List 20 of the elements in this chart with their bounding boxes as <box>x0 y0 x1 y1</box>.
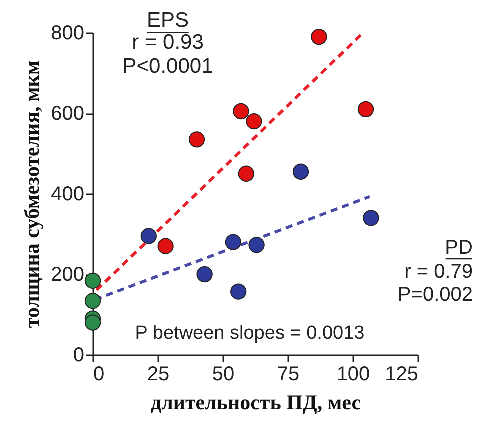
x-tick-label: 0 <box>94 364 105 386</box>
annotation: P between slopes = 0.0013 <box>135 323 365 344</box>
x-tick-label: 75 <box>277 364 300 386</box>
text: PD <box>445 237 473 259</box>
x-tick-label: 100 <box>336 364 370 386</box>
y-tick-label: 0 <box>73 344 84 366</box>
x-tick-label: 125 <box>385 364 418 386</box>
x-tick-label: 50 <box>212 364 235 386</box>
text: EPS <box>146 9 190 32</box>
annotation: r = 0.93 <box>132 31 204 54</box>
y-tick-label: 200 <box>51 264 84 286</box>
y-tick-label: 400 <box>51 184 84 206</box>
y-axis-title: толщина субмезотелия, мкм <box>20 60 44 328</box>
y-tick-label: 600 <box>51 103 84 125</box>
x-tick-label: 25 <box>147 364 170 386</box>
annotation: P=0.002 <box>398 284 473 306</box>
annotation: r = 0.79 <box>404 261 473 283</box>
x-axis-title: длительность ПД, мес <box>150 390 362 414</box>
annotation: P<0.0001 <box>122 55 214 78</box>
y-tick-label: 800 <box>51 22 84 44</box>
